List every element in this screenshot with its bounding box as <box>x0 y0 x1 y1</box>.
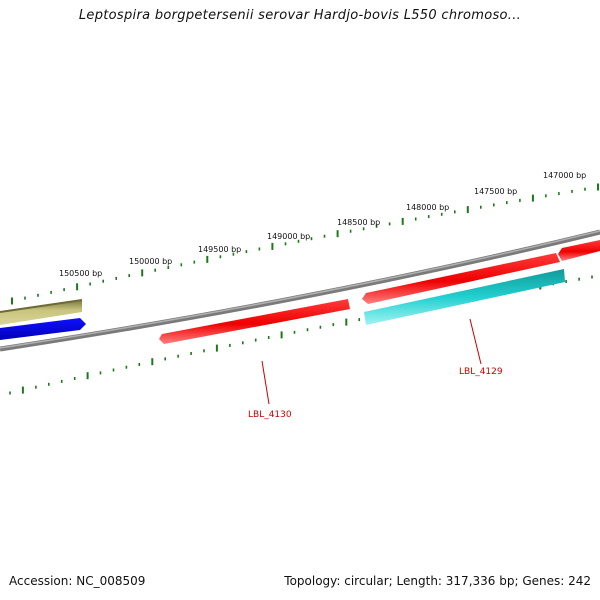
tick-label: 147000 bp <box>543 171 586 180</box>
gene-label-lbl4129[interactable]: LBL_4129 <box>459 367 503 377</box>
tick-label: 147500 bp <box>474 187 517 196</box>
tick-label: 150000 bp <box>129 257 172 266</box>
genome-summary-text: Topology: circular; Length: 317,336 bp; … <box>284 574 591 588</box>
leader-line-lbl4130 <box>261 360 270 405</box>
tick-label: 150500 bp <box>59 269 102 278</box>
backbone-arc <box>0 229 600 352</box>
gene-cyan-reverse[interactable] <box>364 269 565 325</box>
tick-label: 148000 bp <box>406 203 449 212</box>
outer-tick-row <box>11 183 599 305</box>
tick-label: 148500 bp <box>337 218 380 227</box>
gene-olive-forward[interactable] <box>0 299 83 325</box>
accession-text: Accession: NC_008509 <box>9 574 146 588</box>
tick-labels: 150500 bp 150000 bp 149500 bp 149000 bp … <box>59 171 586 278</box>
gene-red-forward-1[interactable] <box>362 253 560 304</box>
leader-line-lbl4129 <box>469 318 482 365</box>
gene-label-lbl4130[interactable]: LBL_4130 <box>248 410 292 420</box>
gene-blue-reverse[interactable] <box>0 318 86 340</box>
map-title: Leptospira borgpetersenii serovar Hardjo… <box>78 8 522 23</box>
gene-red-forward-3[interactable] <box>558 240 600 261</box>
gene-red-forward-2[interactable] <box>159 299 350 344</box>
tick-label: 149500 bp <box>198 245 241 254</box>
tick-label: 149000 bp <box>267 232 310 241</box>
